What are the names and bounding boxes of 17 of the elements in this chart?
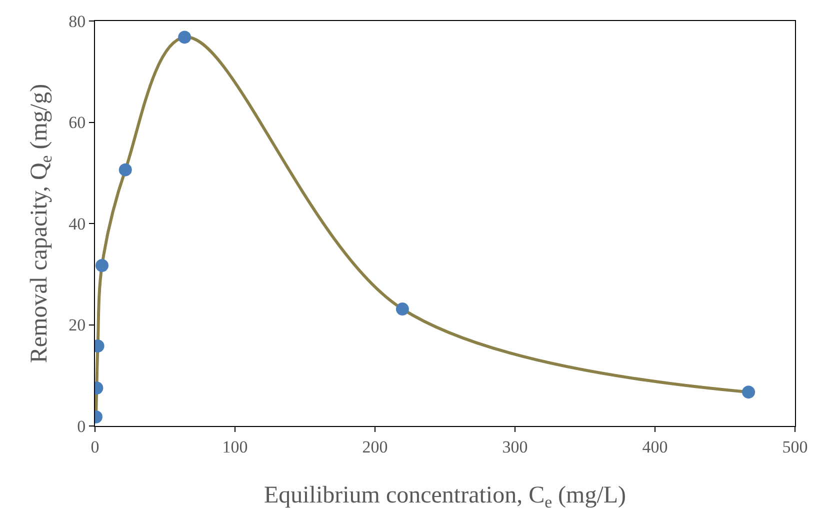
x-tick-label: 200 xyxy=(362,437,388,456)
x-tick-label: 400 xyxy=(642,437,668,456)
point xyxy=(118,163,132,176)
point xyxy=(742,386,756,399)
y-tick-label: 60 xyxy=(68,113,86,132)
x-tick-label: 500 xyxy=(782,437,808,456)
y-tick-label: 0 xyxy=(77,416,86,436)
x-tick-label: 0 xyxy=(90,437,100,456)
point xyxy=(396,302,409,316)
x-axis-title: Equilibrium concentration, C$_{e}$ (mg/L) xyxy=(264,482,626,512)
y-tick-label: 20 xyxy=(68,316,86,335)
point xyxy=(96,259,108,272)
point xyxy=(178,30,192,44)
y-tick-label: 80 xyxy=(68,12,86,31)
x-tick-label: 100 xyxy=(222,437,248,456)
x-tick-label: 300 xyxy=(502,437,528,456)
y-tick-label: 40 xyxy=(68,214,86,234)
